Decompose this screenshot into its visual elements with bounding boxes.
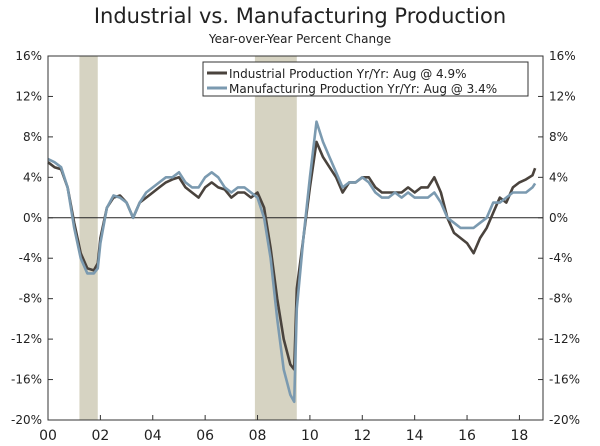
recession-bands xyxy=(79,56,297,420)
y-tick-label-left: 4% xyxy=(23,170,42,184)
x-tick-label: 02 xyxy=(91,428,109,444)
x-tick-label: 16 xyxy=(458,428,476,444)
chart-title: Industrial vs. Manufacturing Production xyxy=(93,4,507,28)
y-tick-label-right: 8% xyxy=(549,130,568,144)
plot-frame xyxy=(47,55,544,421)
x-tick-label: 00 xyxy=(39,428,57,444)
y-tick-label-left: -16% xyxy=(11,373,42,387)
x-tick-label: 10 xyxy=(301,428,319,444)
axis-ticks: 16% 16% 12% 12% 8% 8% 4% 4% 0% 0% -4% -4% -8% -8% -12%… xyxy=(11,49,580,444)
recession-band xyxy=(79,56,98,420)
x-tick-label: 04 xyxy=(144,428,162,444)
y-tick-label-right: -12% xyxy=(549,332,580,346)
y-tick-label-right: 4% xyxy=(549,170,568,184)
x-tick-label: 14 xyxy=(406,428,424,444)
x-tick-label: 12 xyxy=(353,428,371,444)
y-tick-label-right: -4% xyxy=(549,251,572,265)
x-tick-label: 08 xyxy=(249,428,267,444)
y-tick-label-left: 0% xyxy=(23,211,42,225)
legend-label: Industrial Production Yr/Yr: Aug @ 4.9% xyxy=(229,67,467,81)
legend: Industrial Production Yr/Yr: Aug @ 4.9%M… xyxy=(202,61,529,97)
y-tick-label-left: -8% xyxy=(19,292,42,306)
y-tick-label-left: 12% xyxy=(15,89,42,103)
y-tick-label-right: 16% xyxy=(549,49,576,63)
x-tick-label: 18 xyxy=(511,428,529,444)
y-tick-label-left: -12% xyxy=(11,332,42,346)
y-tick-label-right: 0% xyxy=(549,211,568,225)
chart-subtitle: Year-over-Year Percent Change xyxy=(208,32,392,46)
y-tick-label-right: -8% xyxy=(549,292,572,306)
y-tick-label-right: 12% xyxy=(549,89,576,103)
legend-box xyxy=(202,61,529,97)
series-lines xyxy=(47,120,537,404)
y-tick-label-left: 16% xyxy=(15,49,42,63)
series-line-manufacturing xyxy=(47,120,537,404)
y-tick-label-right: -16% xyxy=(549,373,580,387)
y-tick-label-left: -4% xyxy=(19,251,42,265)
y-tick-label-left: -20% xyxy=(11,413,42,427)
x-tick-label: 06 xyxy=(196,428,214,444)
y-tick-label-left: 8% xyxy=(23,130,42,144)
y-tick-label-right: -20% xyxy=(549,413,580,427)
legend-label: Manufacturing Production Yr/Yr: Aug @ 3.… xyxy=(229,82,497,96)
